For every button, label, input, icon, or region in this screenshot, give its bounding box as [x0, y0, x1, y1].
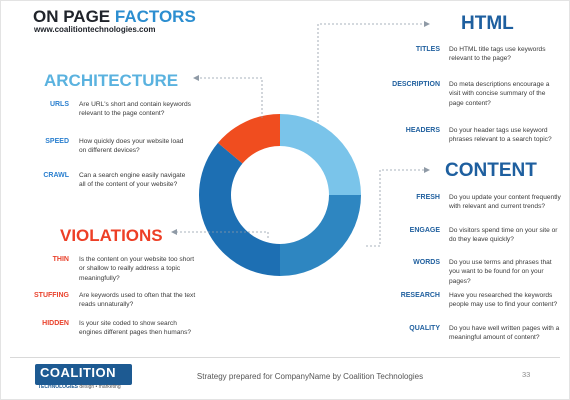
strategy-text: Strategy prepared for CompanyName by Coa…	[196, 372, 424, 381]
content-desc-research: Have you researched the keywords people …	[449, 292, 558, 309]
content-desc-words: Do you use terms and phrases that you wa…	[449, 259, 552, 285]
page-url: www.coalitiontechnologies.com	[34, 25, 156, 34]
html-desc-description: Do meta descriptions encourage a visit w…	[449, 81, 550, 107]
violations-heading: VIOLATIONS	[60, 226, 163, 245]
footer-divider	[10, 357, 560, 358]
arrow-html-icon	[424, 21, 430, 27]
donut-segment-violations	[217, 114, 280, 164]
donut-segment-content	[198, 142, 280, 276]
page-title-part2: FACTORS	[114, 7, 196, 26]
architecture-key-crawl: CRAWL	[43, 172, 69, 179]
architecture-desc-urls: Are URL's short and contain keywords rel…	[79, 101, 191, 118]
html-key-headers: HEADERS	[405, 127, 440, 134]
logo-main-text: COALITION	[40, 365, 116, 380]
architecture-key-urls: URLS	[49, 101, 69, 108]
donut-segment-html	[280, 195, 361, 276]
content-key-engage: ENGAGE	[409, 227, 440, 234]
page-title: ON PAGE FACTORS	[33, 7, 196, 27]
page-title-part1: ON PAGE	[33, 7, 115, 26]
arrow-content-icon	[424, 167, 430, 173]
connector-architecture	[197, 77, 263, 118]
html-desc-headers: Do your header tags use keyword phrases …	[449, 127, 552, 144]
connector-content	[366, 169, 425, 247]
connector-violations	[175, 231, 269, 238]
connector-html	[317, 23, 425, 122]
content-key-quality: QUALITY	[409, 325, 440, 332]
logo-sub-text: TECHNOLOGIES design • marketing	[38, 384, 121, 390]
logo-tagline: design • marketing	[79, 384, 121, 390]
violations-key-stuffing: STUFFING	[34, 292, 69, 299]
html-heading: HTML	[461, 13, 514, 34]
logo-badge	[35, 364, 132, 385]
donut-chart	[198, 114, 361, 276]
arrow-architecture-icon	[193, 75, 199, 81]
violations-desc-thin: Is the content on your website too short…	[79, 256, 195, 282]
architecture-heading: ARCHITECTURE	[44, 71, 179, 90]
logo-sub-name: TECHNOLOGIES	[38, 384, 79, 390]
donut-segment-architecture	[280, 114, 361, 195]
html-key-titles: TITLES	[415, 46, 440, 53]
content-heading: CONTENT	[445, 160, 537, 181]
content-desc-engage: Do visitors spend time on your site or d…	[449, 227, 558, 244]
violations-key-thin: THIN	[52, 256, 69, 263]
violations-key-hidden: HIDDEN	[42, 320, 69, 327]
violations-desc-hidden: Is your site coded to show search engine…	[79, 320, 192, 337]
content-key-research: RESEARCH	[400, 292, 440, 299]
violations-desc-stuffing: Are keywords used to often that the text…	[79, 292, 196, 309]
content-desc-quality: Do you have well written pages with a me…	[449, 325, 560, 342]
content-key-fresh: FRESH	[416, 194, 440, 201]
content-desc-fresh: Do you update your content frequently wi…	[449, 194, 561, 211]
content-key-words: WORDS	[413, 259, 440, 266]
donut-hole	[231, 146, 329, 244]
arrow-violations-icon	[171, 229, 177, 235]
html-key-description: DESCRIPTION	[392, 81, 440, 88]
html-desc-titles: Do HTML title tags use keywords relevant…	[449, 46, 546, 63]
architecture-desc-speed: How quickly does your website load on di…	[79, 138, 184, 155]
page-number: 33	[522, 370, 531, 379]
architecture-key-speed: SPEED	[45, 138, 69, 145]
architecture-desc-crawl: Can a search engine easily navigate all …	[79, 172, 186, 189]
